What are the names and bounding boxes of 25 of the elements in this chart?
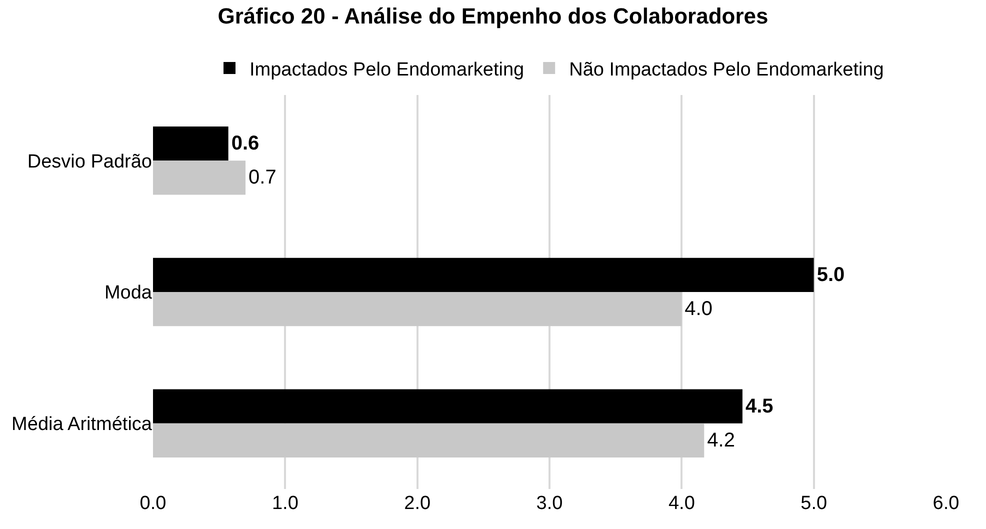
x-tick-label: 1.0 (272, 493, 298, 514)
bar (153, 160, 246, 195)
bar (153, 292, 682, 326)
bar (153, 258, 814, 292)
data-label: 0.7 (248, 166, 276, 189)
x-tick-label: 4.0 (668, 493, 695, 514)
y-tick-label: Desvio Padrão (27, 151, 152, 172)
x-tick-label: 2.0 (404, 493, 431, 514)
y-tick-label: Moda (104, 282, 152, 304)
data-label: 4.0 (684, 298, 712, 320)
legend-label: Não Impactados Pelo Endomarketing (569, 59, 884, 80)
bar (153, 423, 704, 458)
data-label: 4.2 (707, 429, 735, 452)
x-tick-label: 3.0 (536, 493, 563, 514)
data-label: 4.5 (745, 395, 774, 418)
bar (153, 389, 742, 424)
data-label: 5.0 (816, 264, 845, 286)
data-label: 0.6 (231, 132, 260, 155)
bar (153, 126, 228, 161)
x-tick-label: 6.0 (932, 493, 960, 514)
y-tick-label: Média Aritmética (12, 414, 152, 435)
chart-title: Gráfico 20 - Análise do Empenho dos Colaboradores (218, 3, 768, 28)
x-tick-label: 0.0 (140, 493, 166, 514)
legend-label: Impactados Pelo Endomarketing (250, 59, 524, 80)
x-tick-label: 5.0 (800, 493, 828, 514)
